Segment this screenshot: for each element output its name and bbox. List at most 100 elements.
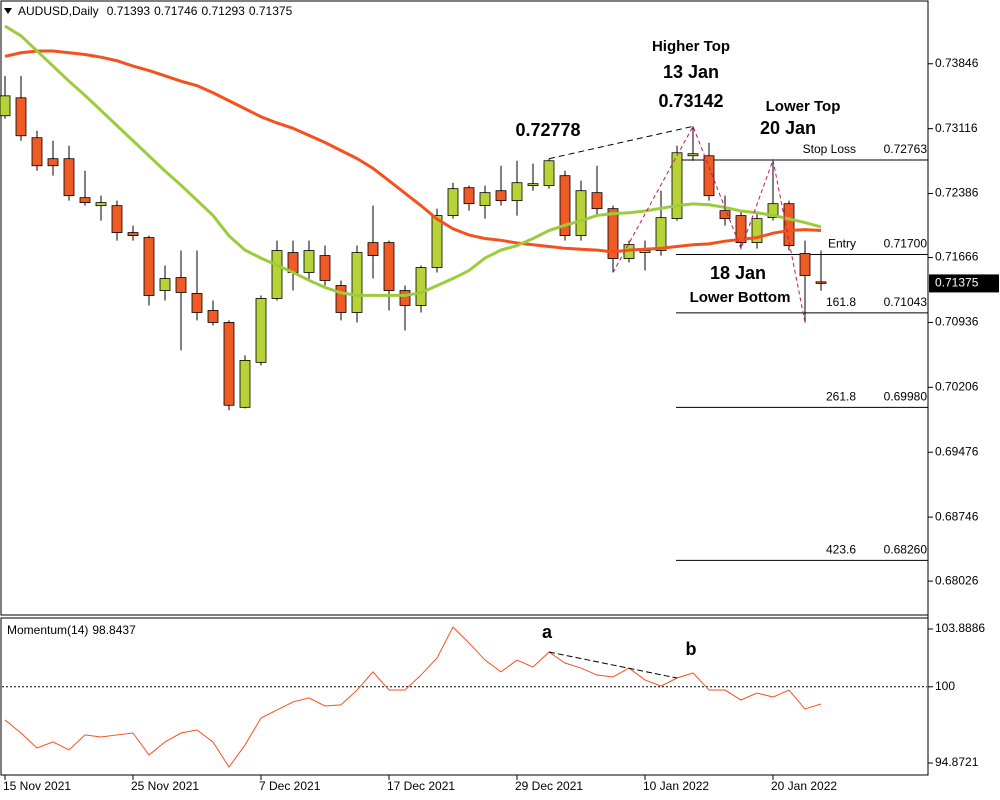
x-tick-label: 29 Dec 2021 bbox=[515, 779, 583, 793]
candle-body bbox=[367, 242, 379, 256]
x-tick-label: 25 Nov 2021 bbox=[131, 779, 199, 793]
y-tick-label: 103.8886 bbox=[935, 621, 985, 635]
annotation: b bbox=[686, 639, 697, 659]
candle-body bbox=[751, 218, 763, 244]
candle-body bbox=[735, 215, 747, 244]
ohlc-value: 0.71746 bbox=[154, 4, 198, 18]
moving-average bbox=[4, 49, 822, 254]
level-value: 0.71700 bbox=[884, 237, 928, 251]
y-tick-label: 94.8721 bbox=[935, 755, 979, 769]
level-name: Entry bbox=[828, 237, 856, 251]
y-tick-label: 0.68746 bbox=[935, 509, 979, 523]
candle-body bbox=[543, 160, 555, 187]
x-tick-label: 17 Dec 2021 bbox=[387, 779, 455, 793]
candle-body bbox=[495, 190, 507, 202]
candle-body bbox=[559, 175, 571, 236]
level-name: 261.8 bbox=[826, 390, 856, 404]
candle-body bbox=[463, 187, 475, 205]
candle-body bbox=[175, 277, 187, 293]
candle-body bbox=[767, 203, 779, 219]
y-tick-label: 0.73116 bbox=[935, 121, 978, 135]
candle-body bbox=[607, 208, 619, 259]
candle-body bbox=[143, 237, 155, 296]
candle-body bbox=[783, 203, 795, 246]
level-name: 423.6 bbox=[826, 543, 856, 557]
momentum-header: Momentum(14) 98.8437 bbox=[7, 623, 136, 637]
y-tick-label: 0.69476 bbox=[935, 444, 979, 458]
candle-body bbox=[703, 155, 715, 197]
annotation: 20 Jan bbox=[760, 118, 816, 138]
candle-body bbox=[255, 298, 267, 363]
annotation: a bbox=[542, 622, 553, 642]
current-price: 0.71375 bbox=[935, 276, 979, 290]
candle-body bbox=[351, 252, 363, 313]
y-tick-label: 0.72386 bbox=[935, 186, 979, 200]
level-value: 0.69980 bbox=[884, 390, 928, 404]
level-value: 0.72763 bbox=[884, 142, 928, 156]
candle-body bbox=[63, 158, 75, 197]
candle-body bbox=[319, 255, 331, 281]
level-name: 161.8 bbox=[826, 295, 856, 309]
x-tick-label: 10 Jan 2022 bbox=[643, 779, 709, 793]
momentum-title: Momentum(14) bbox=[7, 623, 88, 637]
ohlc-value: 0.71293 bbox=[201, 4, 245, 18]
annotation: 13 Jan bbox=[663, 62, 719, 82]
candle-body bbox=[527, 183, 539, 187]
candle-body bbox=[591, 192, 603, 210]
candles bbox=[0, 75, 827, 411]
candle-body bbox=[799, 253, 811, 276]
candle-body bbox=[0, 95, 11, 117]
ohlc-value: 0.71375 bbox=[249, 4, 293, 18]
candle-body bbox=[479, 192, 491, 207]
y-tick-label: 100 bbox=[935, 679, 955, 693]
y-tick-label: 0.73846 bbox=[935, 56, 979, 70]
candle-body bbox=[15, 97, 27, 137]
candle-body bbox=[207, 310, 219, 323]
candle-body bbox=[271, 250, 283, 299]
candle-body bbox=[575, 190, 587, 236]
candle-body bbox=[399, 290, 411, 306]
candle-body bbox=[431, 215, 443, 268]
candle-body bbox=[687, 153, 699, 157]
candle-body bbox=[223, 322, 235, 406]
candle-body bbox=[447, 188, 459, 216]
y-tick-label: 0.71666 bbox=[935, 250, 979, 264]
candle-body bbox=[79, 197, 91, 204]
x-tick-label: 15 Nov 2021 bbox=[3, 779, 71, 793]
x-tick-label: 7 Dec 2021 bbox=[259, 779, 321, 793]
candle-body bbox=[815, 281, 827, 284]
price-box bbox=[929, 274, 999, 293]
candle-body bbox=[303, 250, 315, 273]
candle-body bbox=[159, 278, 171, 291]
candle-body bbox=[511, 182, 523, 202]
candle-body bbox=[95, 202, 107, 207]
candle-body bbox=[127, 232, 139, 236]
level-value: 0.68260 bbox=[884, 543, 928, 557]
chart-title: AUDUSD,Daily bbox=[18, 4, 99, 18]
menu-marker bbox=[4, 8, 12, 14]
chart-header: AUDUSD,Daily 0.71393 0.71746 0.71293 0.71375 bbox=[18, 4, 293, 18]
y-tick-label: 0.68026 bbox=[935, 573, 979, 587]
x-tick-label: 20 Jan 2022 bbox=[771, 779, 837, 793]
candle-body bbox=[239, 360, 251, 408]
candle-body bbox=[415, 267, 427, 306]
annotation: Higher Top bbox=[652, 38, 730, 55]
candle-body bbox=[671, 152, 683, 220]
divergence-line bbox=[548, 651, 678, 679]
candle-body bbox=[111, 205, 123, 233]
level-value: 0.71043 bbox=[884, 295, 928, 309]
candle-body bbox=[191, 293, 203, 313]
y-tick-label: 0.70206 bbox=[935, 380, 979, 394]
momentum-panel bbox=[0, 617, 929, 776]
pattern-line bbox=[612, 125, 806, 323]
ohlc-value: 0.71393 bbox=[107, 4, 151, 18]
candle-body bbox=[47, 158, 59, 167]
annotation: 0.72778 bbox=[515, 120, 580, 140]
level-name: Stop Loss bbox=[803, 142, 856, 156]
candle-body bbox=[719, 210, 731, 220]
candle-body bbox=[383, 242, 395, 291]
momentum-value: 98.8437 bbox=[92, 623, 136, 637]
annotation: 0.73142 bbox=[658, 91, 723, 111]
moving-average bbox=[4, 24, 822, 297]
